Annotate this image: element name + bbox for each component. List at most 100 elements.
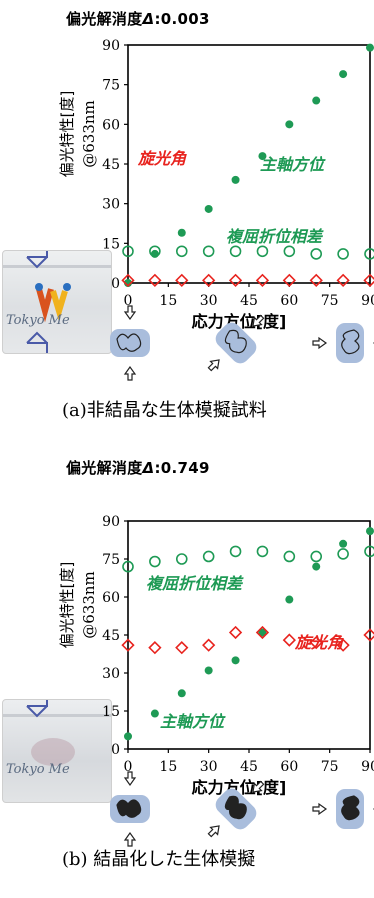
point-optical-rotation bbox=[309, 635, 323, 650]
x-tick-label: 45 bbox=[240, 293, 258, 309]
point-retardance bbox=[149, 555, 161, 568]
point-principal-axis bbox=[366, 43, 374, 52]
y-axis-label: 偏光特性[度] bbox=[58, 562, 76, 649]
point-retardance bbox=[337, 548, 349, 560]
y-tick-label: 0 bbox=[111, 742, 120, 758]
sample-photo-b: Tokyo Me bbox=[2, 699, 112, 803]
title-value-b: 0.749 bbox=[160, 459, 210, 477]
stress-sample-icon bbox=[312, 323, 374, 363]
title-label-b: 偏光解消度 bbox=[66, 459, 143, 477]
point-optical-rotation bbox=[202, 638, 216, 652]
y-tick-label: 15 bbox=[102, 236, 120, 252]
point-optical-rotation bbox=[148, 273, 162, 287]
stress-sample-icon bbox=[110, 771, 150, 847]
y-tick-label: 90 bbox=[102, 38, 120, 54]
y-tick-label: 30 bbox=[102, 666, 120, 682]
point-principal-axis bbox=[150, 709, 159, 718]
point-retardance bbox=[202, 245, 215, 258]
y-axis-unit: @633nm bbox=[80, 571, 98, 639]
point-retardance bbox=[229, 545, 242, 558]
point-optical-rotation bbox=[282, 633, 296, 647]
chart-svg-b: 01530456075900153045607590偏光特性[度]@633nm応… bbox=[58, 514, 374, 847]
point-optical-rotation bbox=[336, 273, 350, 287]
point-retardance bbox=[337, 248, 349, 260]
point-principal-axis bbox=[339, 539, 348, 548]
stress-sample-icon bbox=[207, 780, 265, 838]
point-optical-rotation bbox=[175, 641, 189, 655]
x-tick-label: 90 bbox=[361, 293, 374, 309]
point-optical-rotation bbox=[202, 273, 216, 287]
point-principal-axis bbox=[312, 562, 321, 571]
chart-panel-b: 偏光解消度Δ:0.749 Tokyo Me 0 15 30 45 60 75 90 0 15 30… bbox=[0, 449, 374, 898]
point-retardance bbox=[122, 245, 134, 258]
point-optical-rotation bbox=[255, 273, 270, 287]
x-tick-label: 30 bbox=[200, 759, 218, 775]
x-tick-label: 0 bbox=[124, 293, 133, 309]
title-symbol-b: Δ bbox=[142, 459, 155, 477]
x-tick-label: 30 bbox=[200, 293, 218, 309]
point-optical-rotation bbox=[175, 273, 189, 287]
sample-photo-a: Tokyo Me bbox=[2, 250, 112, 354]
x-tick-label: 15 bbox=[159, 293, 177, 309]
y-tick-label: 90 bbox=[102, 514, 120, 530]
point-retardance bbox=[310, 550, 323, 563]
point-principal-axis bbox=[177, 228, 186, 237]
point-principal-axis bbox=[285, 120, 294, 129]
point-principal-axis bbox=[231, 656, 240, 665]
point-principal-axis bbox=[366, 527, 374, 536]
point-retardance bbox=[202, 550, 215, 563]
x-tick-label: 0 bbox=[124, 759, 133, 775]
series-label: 旋光角 bbox=[294, 633, 344, 652]
point-retardance bbox=[256, 245, 269, 258]
point-principal-axis bbox=[339, 70, 348, 79]
sample-photo-graphic-b bbox=[3, 700, 111, 766]
stress-sample-icon bbox=[207, 314, 265, 372]
point-retardance bbox=[283, 550, 296, 563]
point-principal-axis bbox=[204, 204, 213, 213]
y-tick-label: 15 bbox=[102, 704, 120, 720]
point-retardance bbox=[256, 545, 269, 558]
series-label: 複屈折位相差 bbox=[226, 227, 324, 246]
point-optical-rotation bbox=[148, 641, 162, 655]
point-principal-axis bbox=[124, 279, 132, 287]
series-label: 主軸方位 bbox=[260, 155, 326, 174]
y-tick-label: 60 bbox=[102, 117, 120, 133]
y-tick-label: 0 bbox=[111, 276, 120, 292]
point-retardance bbox=[229, 245, 242, 258]
y-tick-label: 45 bbox=[102, 628, 120, 644]
x-tick-label: 75 bbox=[321, 759, 339, 775]
series-label: 複屈折位相差 bbox=[146, 574, 244, 593]
chart-svg-a: 01530456075900153045607590偏光特性[度]@633nm応… bbox=[58, 38, 374, 381]
point-retardance bbox=[175, 245, 188, 258]
y-tick-label: 60 bbox=[102, 590, 120, 606]
point-retardance bbox=[364, 248, 374, 260]
title-value-a: 0.003 bbox=[160, 10, 210, 28]
point-optical-rotation bbox=[336, 638, 350, 652]
point-principal-axis bbox=[177, 689, 186, 698]
x-tick-label: 90 bbox=[361, 759, 374, 775]
photo-text-a: Tokyo Me bbox=[6, 313, 70, 328]
point-principal-axis bbox=[124, 732, 132, 741]
point-retardance bbox=[149, 245, 161, 258]
point-retardance bbox=[364, 545, 374, 558]
point-optical-rotation bbox=[228, 273, 243, 287]
sample-photo-graphic-a bbox=[3, 251, 111, 353]
point-principal-axis bbox=[285, 595, 294, 604]
point-principal-axis bbox=[231, 175, 240, 184]
point-optical-rotation bbox=[309, 273, 323, 287]
chart-panel-a: 偏光解消度Δ:0.003 Tokyo Me 0 15 30 45 60 75 90 0 15 30… bbox=[2, 10, 374, 421]
y-axis-unit: @633nm bbox=[80, 100, 98, 168]
point-principal-axis bbox=[258, 628, 267, 637]
caption-b: (b) 結晶化した生体模擬 bbox=[62, 849, 256, 870]
x-tick-label: 45 bbox=[240, 759, 258, 775]
point-optical-rotation bbox=[255, 625, 270, 640]
y-axis-label: 偏光特性[度] bbox=[58, 91, 76, 178]
point-principal-axis bbox=[258, 152, 267, 161]
point-retardance bbox=[283, 245, 296, 258]
point-optical-rotation bbox=[121, 273, 135, 287]
stress-sample-icon bbox=[312, 789, 374, 829]
point-optical-rotation bbox=[282, 273, 296, 287]
chart-title-a: 偏光解消度Δ:0.003 bbox=[66, 10, 210, 28]
point-principal-axis bbox=[312, 96, 321, 105]
point-retardance bbox=[175, 553, 188, 565]
